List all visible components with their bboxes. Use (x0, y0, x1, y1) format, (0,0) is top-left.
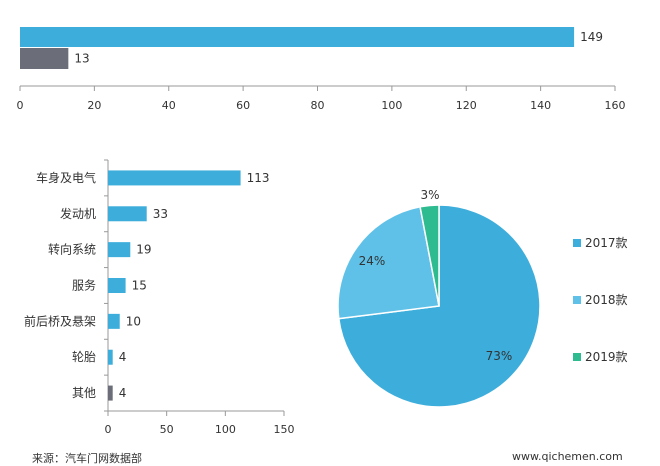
category-bar-1 (108, 206, 147, 222)
top-bar-0 (20, 27, 575, 47)
source-note: 来源：汽车门网数据部 (32, 452, 142, 465)
category-label-2: 转向系统 (48, 242, 96, 257)
model-year-pie-chart: 73% 24% 3% 2017款 2018款 2019款 (337, 188, 628, 408)
pie-percent-label-0: 73% (486, 349, 513, 363)
category-label-6: 其他 (72, 386, 96, 400)
top-tick-label-6: 120 (456, 99, 477, 112)
top-tick-label-5: 100 (381, 99, 402, 112)
category-value-1: 33 (153, 207, 168, 221)
top-tick-label-7: 140 (530, 99, 551, 112)
top-tick-label-8: 160 (605, 99, 626, 112)
site-url: www.qichemen.com (512, 450, 623, 463)
category-bar-6 (108, 385, 113, 401)
legend-label-0: 2017款 (585, 236, 628, 250)
category-value-6: 4 (119, 386, 127, 400)
bottom-tick-label-3: 150 (274, 423, 295, 436)
pie-slice-1 (337, 205, 440, 320)
category-value-3: 15 (132, 279, 147, 293)
category-label-1: 发动机 (60, 206, 96, 221)
top-tick-label-3: 60 (236, 99, 250, 112)
bottom-tick-label-2: 100 (215, 423, 236, 436)
category-value-4: 10 (126, 314, 141, 328)
pie-percent-label-1: 24% (359, 254, 386, 268)
pie-slice-2 (419, 204, 440, 307)
category-value-2: 19 (136, 243, 151, 257)
category-label-4: 前后桥及悬架 (24, 313, 96, 328)
legend-label-1: 2018款 (585, 293, 628, 307)
top-bar-label-0: 149 (580, 30, 603, 44)
legend-swatch-0 (573, 239, 581, 247)
bottom-tick-label-0: 0 (105, 423, 112, 436)
category-label-5: 轮胎 (72, 350, 96, 364)
category-value-0: 113 (247, 171, 270, 185)
legend-swatch-2 (573, 353, 581, 361)
category-label-0: 车身及电气 (36, 170, 96, 185)
legend-swatch-1 (573, 296, 581, 304)
category-bar-2 (108, 242, 131, 258)
top-bar-1 (20, 48, 69, 69)
top-bar-chart: 149 13 0 20 40 60 80 100 120 140 160 (17, 27, 626, 112)
pie-percent-label-2: 3% (420, 188, 439, 202)
top-tick-label-1: 20 (87, 99, 101, 112)
legend-label-2: 2019款 (585, 350, 628, 364)
bottom-tick-label-1: 50 (160, 423, 174, 436)
top-tick-label-2: 40 (162, 99, 176, 112)
top-tick-label-4: 80 (311, 99, 325, 112)
category-bar-5 (108, 349, 113, 365)
category-bar-0 (108, 170, 241, 186)
category-bar-3 (108, 278, 126, 293)
top-tick-label-0: 0 (17, 99, 24, 112)
category-label-3: 服务 (72, 278, 96, 293)
category-value-5: 4 (119, 350, 127, 364)
category-bar-chart: 车身及电气 113 发动机 33 转向系统 19 服务 15 前后桥及悬架 10 轮胎 4 其他 4 0 50… (24, 159, 295, 436)
category-bar-4 (108, 313, 120, 329)
top-bar-label-1: 13 (74, 52, 89, 66)
